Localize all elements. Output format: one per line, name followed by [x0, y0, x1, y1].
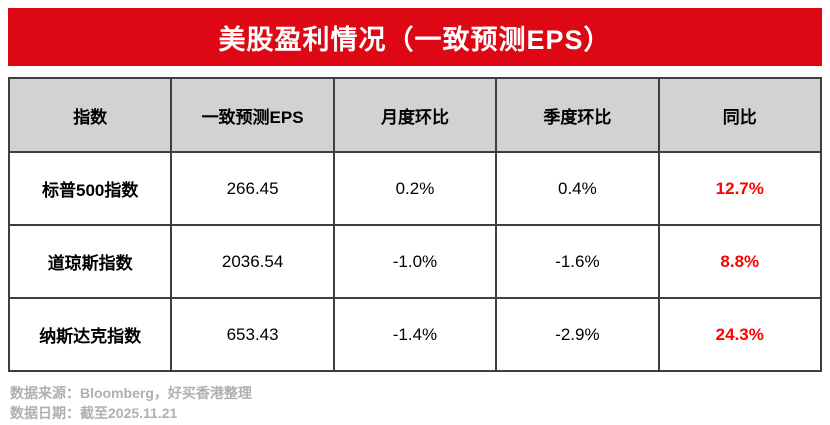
page-title: 美股盈利情况（一致预测EPS）: [218, 24, 612, 55]
yoy-value-cell: 24.3%: [657, 297, 823, 372]
eps-value-cell: 2036.54: [170, 224, 335, 299]
table-header-row: 指数 一致预测EPS 月度环比 季度环比 同比: [7, 77, 823, 153]
footer-notes: 数据来源：Bloomberg，好买香港整理 数据日期：截至2025.11.21: [10, 383, 252, 423]
column-header-qoq: 季度环比: [495, 77, 660, 153]
mom-value-cell: -1.4%: [332, 297, 498, 372]
data-source-note: 数据来源：Bloomberg，好买香港整理: [10, 385, 252, 401]
column-header-index: 指数: [7, 77, 173, 153]
table-row-sp500: 标普500指数 266.45 0.2% 0.4% 12.7%: [7, 151, 823, 226]
index-name-cell: 道琼斯指数: [7, 224, 173, 299]
column-header-mom: 月度环比: [332, 77, 498, 153]
table-row-dowjones: 道琼斯指数 2036.54 -1.0% -1.6% 8.8%: [7, 224, 823, 299]
yoy-value-cell: 8.8%: [657, 224, 823, 299]
eps-table: 指数 一致预测EPS 月度环比 季度环比 同比 标普500指数 266.45 0…: [7, 77, 823, 372]
index-name-cell: 纳斯达克指数: [7, 297, 173, 372]
column-header-yoy: 同比: [657, 77, 823, 153]
yoy-value-cell: 12.7%: [657, 151, 823, 226]
index-name-cell: 标普500指数: [7, 151, 173, 226]
mom-value-cell: 0.2%: [332, 151, 498, 226]
data-date-note: 数据日期：截至2025.11.21: [10, 405, 178, 421]
qoq-value-cell: -1.6%: [495, 224, 660, 299]
qoq-value-cell: -2.9%: [495, 297, 660, 372]
eps-value-cell: 653.43: [170, 297, 335, 372]
eps-value-cell: 266.45: [170, 151, 335, 226]
table-row-nasdaq: 纳斯达克指数 653.43 -1.4% -2.9% 24.3%: [7, 297, 823, 372]
mom-value-cell: -1.0%: [332, 224, 498, 299]
column-header-eps: 一致预测EPS: [170, 77, 335, 153]
qoq-value-cell: 0.4%: [495, 151, 660, 226]
title-banner: 美股盈利情况（一致预测EPS）: [8, 8, 822, 66]
